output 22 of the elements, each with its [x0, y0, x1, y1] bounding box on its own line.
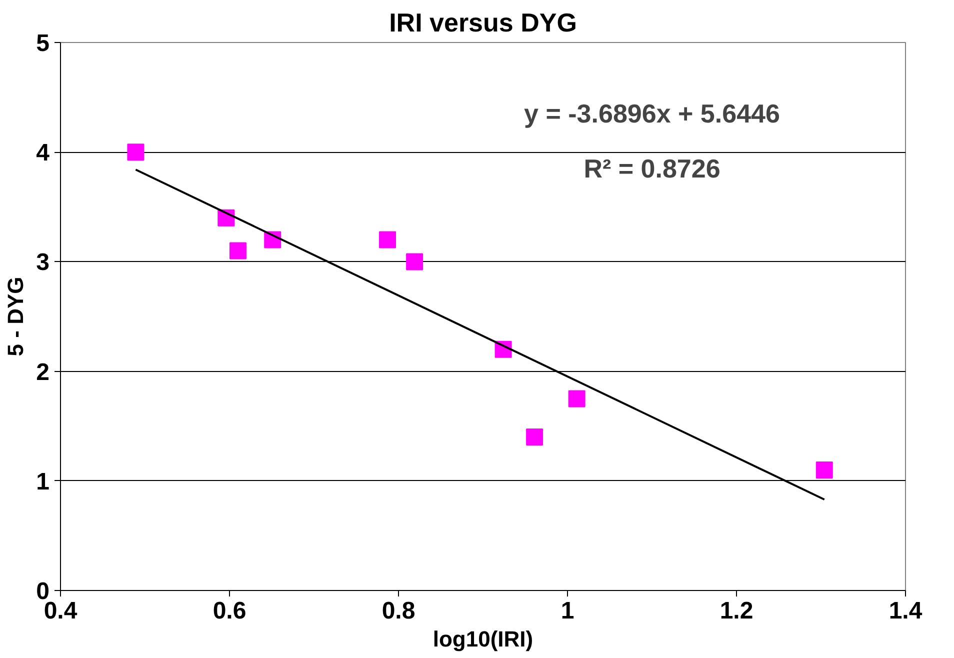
point [568, 390, 586, 408]
point [526, 428, 544, 446]
point [816, 461, 833, 478]
y-tick-label: 4 [36, 140, 50, 167]
y-tick-label: 1 [36, 468, 50, 496]
x-tick-label: 1.2 [720, 598, 754, 624]
x-tick-label: 1 [560, 598, 574, 624]
x-tick-label: 0.6 [212, 598, 246, 624]
x-tick-label: 1.4 [888, 598, 923, 624]
point [379, 231, 396, 248]
x-axis-title: log10(IRI) [432, 626, 534, 652]
point [406, 253, 424, 270]
y-axis-title: 5 - DYG [3, 276, 28, 356]
x-tick-label: 0.8 [382, 598, 416, 624]
point [229, 242, 246, 260]
annotation: R² = 0.8726 [584, 154, 720, 184]
chart-title: IRI versus DYG [389, 8, 577, 38]
y-tick-label: 2 [36, 358, 50, 386]
y-tick-label: 3 [36, 249, 50, 276]
y-tick-label: 5 [36, 30, 50, 57]
point [127, 144, 144, 161]
annotation: y = -3.6896x + 5.6446 [524, 98, 780, 129]
